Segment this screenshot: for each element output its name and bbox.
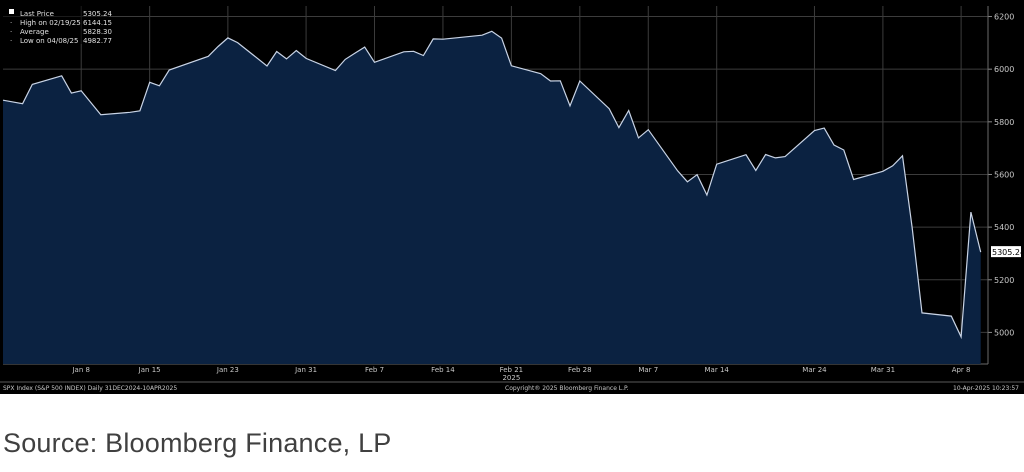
legend-label-last-price: Last Price: [20, 10, 54, 18]
x-tick-label: Feb 14: [431, 366, 455, 374]
price-line: [2, 30, 982, 340]
area-layer: [2, 30, 982, 365]
legend-value-high: 6144.15: [83, 19, 112, 27]
x-tick-label: Jan 15: [138, 366, 161, 374]
price-area: [3, 31, 981, 365]
footer-right: 10-Apr-2025 10:23:57: [953, 385, 1019, 392]
legend-marker-low: ·: [10, 37, 12, 45]
legend: Last Price 5305.24 · High on 02/19/25 61…: [3, 6, 112, 45]
x-year-label: 2025: [502, 374, 520, 382]
footer-left: SPX Index (S&P 500 INDEX) Daily 31DEC202…: [3, 385, 177, 392]
x-tick-label: Apr 8: [952, 366, 971, 374]
footer-center: Copyright® 2025 Bloomberg Finance L.P.: [505, 385, 629, 392]
x-tick-label: Feb 28: [568, 366, 592, 374]
bloomberg-chart-panel: 5000 5200 5400 5600 5800 6000 6200 Jan 8 Jan 15 J…: [0, 0, 1024, 394]
axis-layer: 5000 5200 5400 5600 5800 6000 6200 Jan 8 Jan 15 J…: [71, 13, 1014, 382]
x-tick-label: Jan 31: [294, 366, 317, 374]
source-caption: Source: Bloomberg Finance, LP: [3, 428, 392, 458]
y-tick-label: 5800: [994, 118, 1014, 127]
legend-box: [3, 6, 109, 44]
y-tick-label: 5000: [994, 328, 1014, 337]
y-tick-label: 6200: [994, 13, 1014, 22]
x-tick-label: Jan 23: [216, 366, 239, 374]
legend-label-high: High on 02/19/25: [20, 19, 81, 27]
x-tick-label: Mar 14: [705, 366, 730, 374]
legend-label-average: Average: [20, 28, 49, 36]
legend-swatch-last-price: [9, 9, 14, 14]
x-tick-label: Jan 8: [71, 366, 89, 374]
x-tick-label: Feb 21: [500, 366, 524, 374]
y-tick-label: 6000: [994, 65, 1014, 74]
x-tick-label: Feb 7: [365, 366, 384, 374]
legend-value-low: 4982.77: [83, 37, 112, 45]
legend-value-last-price: 5305.24: [83, 10, 112, 18]
x-tick-label: Mar 7: [638, 366, 658, 374]
x-tick-label: Mar 31: [871, 366, 895, 374]
last-price-tag-group: 5305.24: [991, 246, 1024, 258]
legend-label-low: Low on 04/08/25: [20, 37, 78, 45]
y-tick-label: 5400: [994, 223, 1014, 232]
legend-value-average: 5828.30: [83, 28, 112, 36]
last-price-tag: 5305.24: [992, 248, 1024, 257]
y-tick-label: 5200: [994, 276, 1014, 285]
x-tick-label: Mar 24: [802, 366, 827, 374]
y-tick-label: 5600: [994, 170, 1014, 179]
legend-marker-high: ·: [10, 19, 12, 27]
price-chart: 5000 5200 5400 5600 5800 6000 6200 Jan 8 Jan 15 J…: [0, 6, 1024, 392]
legend-marker-average: ·: [10, 28, 12, 36]
last-price-tag-box: [991, 246, 1021, 258]
